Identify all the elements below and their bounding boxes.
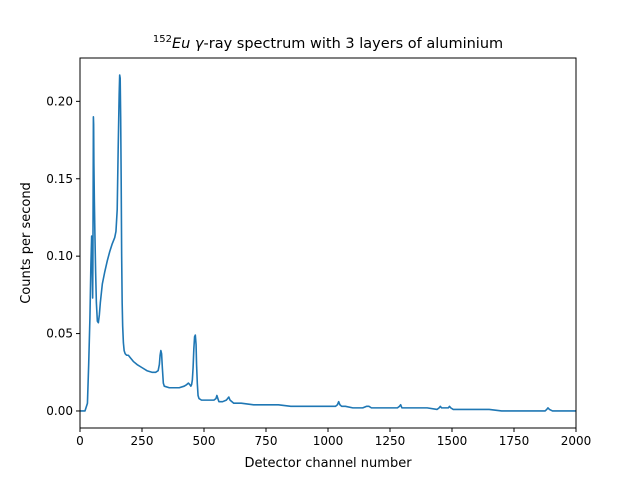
y-tick-label: 0.10 xyxy=(46,249,73,263)
x-axis-ticks: 0 250 500 750 1000 1250 1500 1750 2000 xyxy=(76,428,591,448)
x-tick-label: 1750 xyxy=(499,434,530,448)
x-tick-label: 750 xyxy=(255,434,278,448)
y-tick-label: 0.00 xyxy=(46,404,73,418)
x-tick-label: 250 xyxy=(131,434,154,448)
plot-frame xyxy=(79,57,577,429)
chart-title: 152Eu γ-ray spectrum with 3 layers of al… xyxy=(153,34,503,52)
title-symbol: Eu xyxy=(172,36,190,52)
y-axis-label: Counts per second xyxy=(19,182,34,304)
x-tick-label: 2000 xyxy=(561,434,592,448)
x-tick-label: 1000 xyxy=(313,434,344,448)
spectrum-line-0 xyxy=(80,74,576,412)
y-tick-label: 0.20 xyxy=(46,94,73,108)
plot-area xyxy=(80,74,576,412)
x-tick-label: 1250 xyxy=(375,434,406,448)
x-axis-label: Detector channel number xyxy=(244,456,412,471)
series-layer xyxy=(80,74,576,412)
x-tick-label: 0 xyxy=(76,434,84,448)
y-tick-label: 0.05 xyxy=(46,327,73,341)
y-axis-ticks: 0.00 0.05 0.10 0.15 0.20 xyxy=(46,94,80,418)
title-rest: -ray spectrum with 3 layers of aluminium xyxy=(204,36,504,52)
title-gamma: γ xyxy=(195,36,205,52)
x-tick-label: 500 xyxy=(193,434,216,448)
y-tick-label: 0.15 xyxy=(46,172,73,186)
x-tick-label: 1500 xyxy=(437,434,468,448)
title-superscript: 152 xyxy=(153,34,172,45)
